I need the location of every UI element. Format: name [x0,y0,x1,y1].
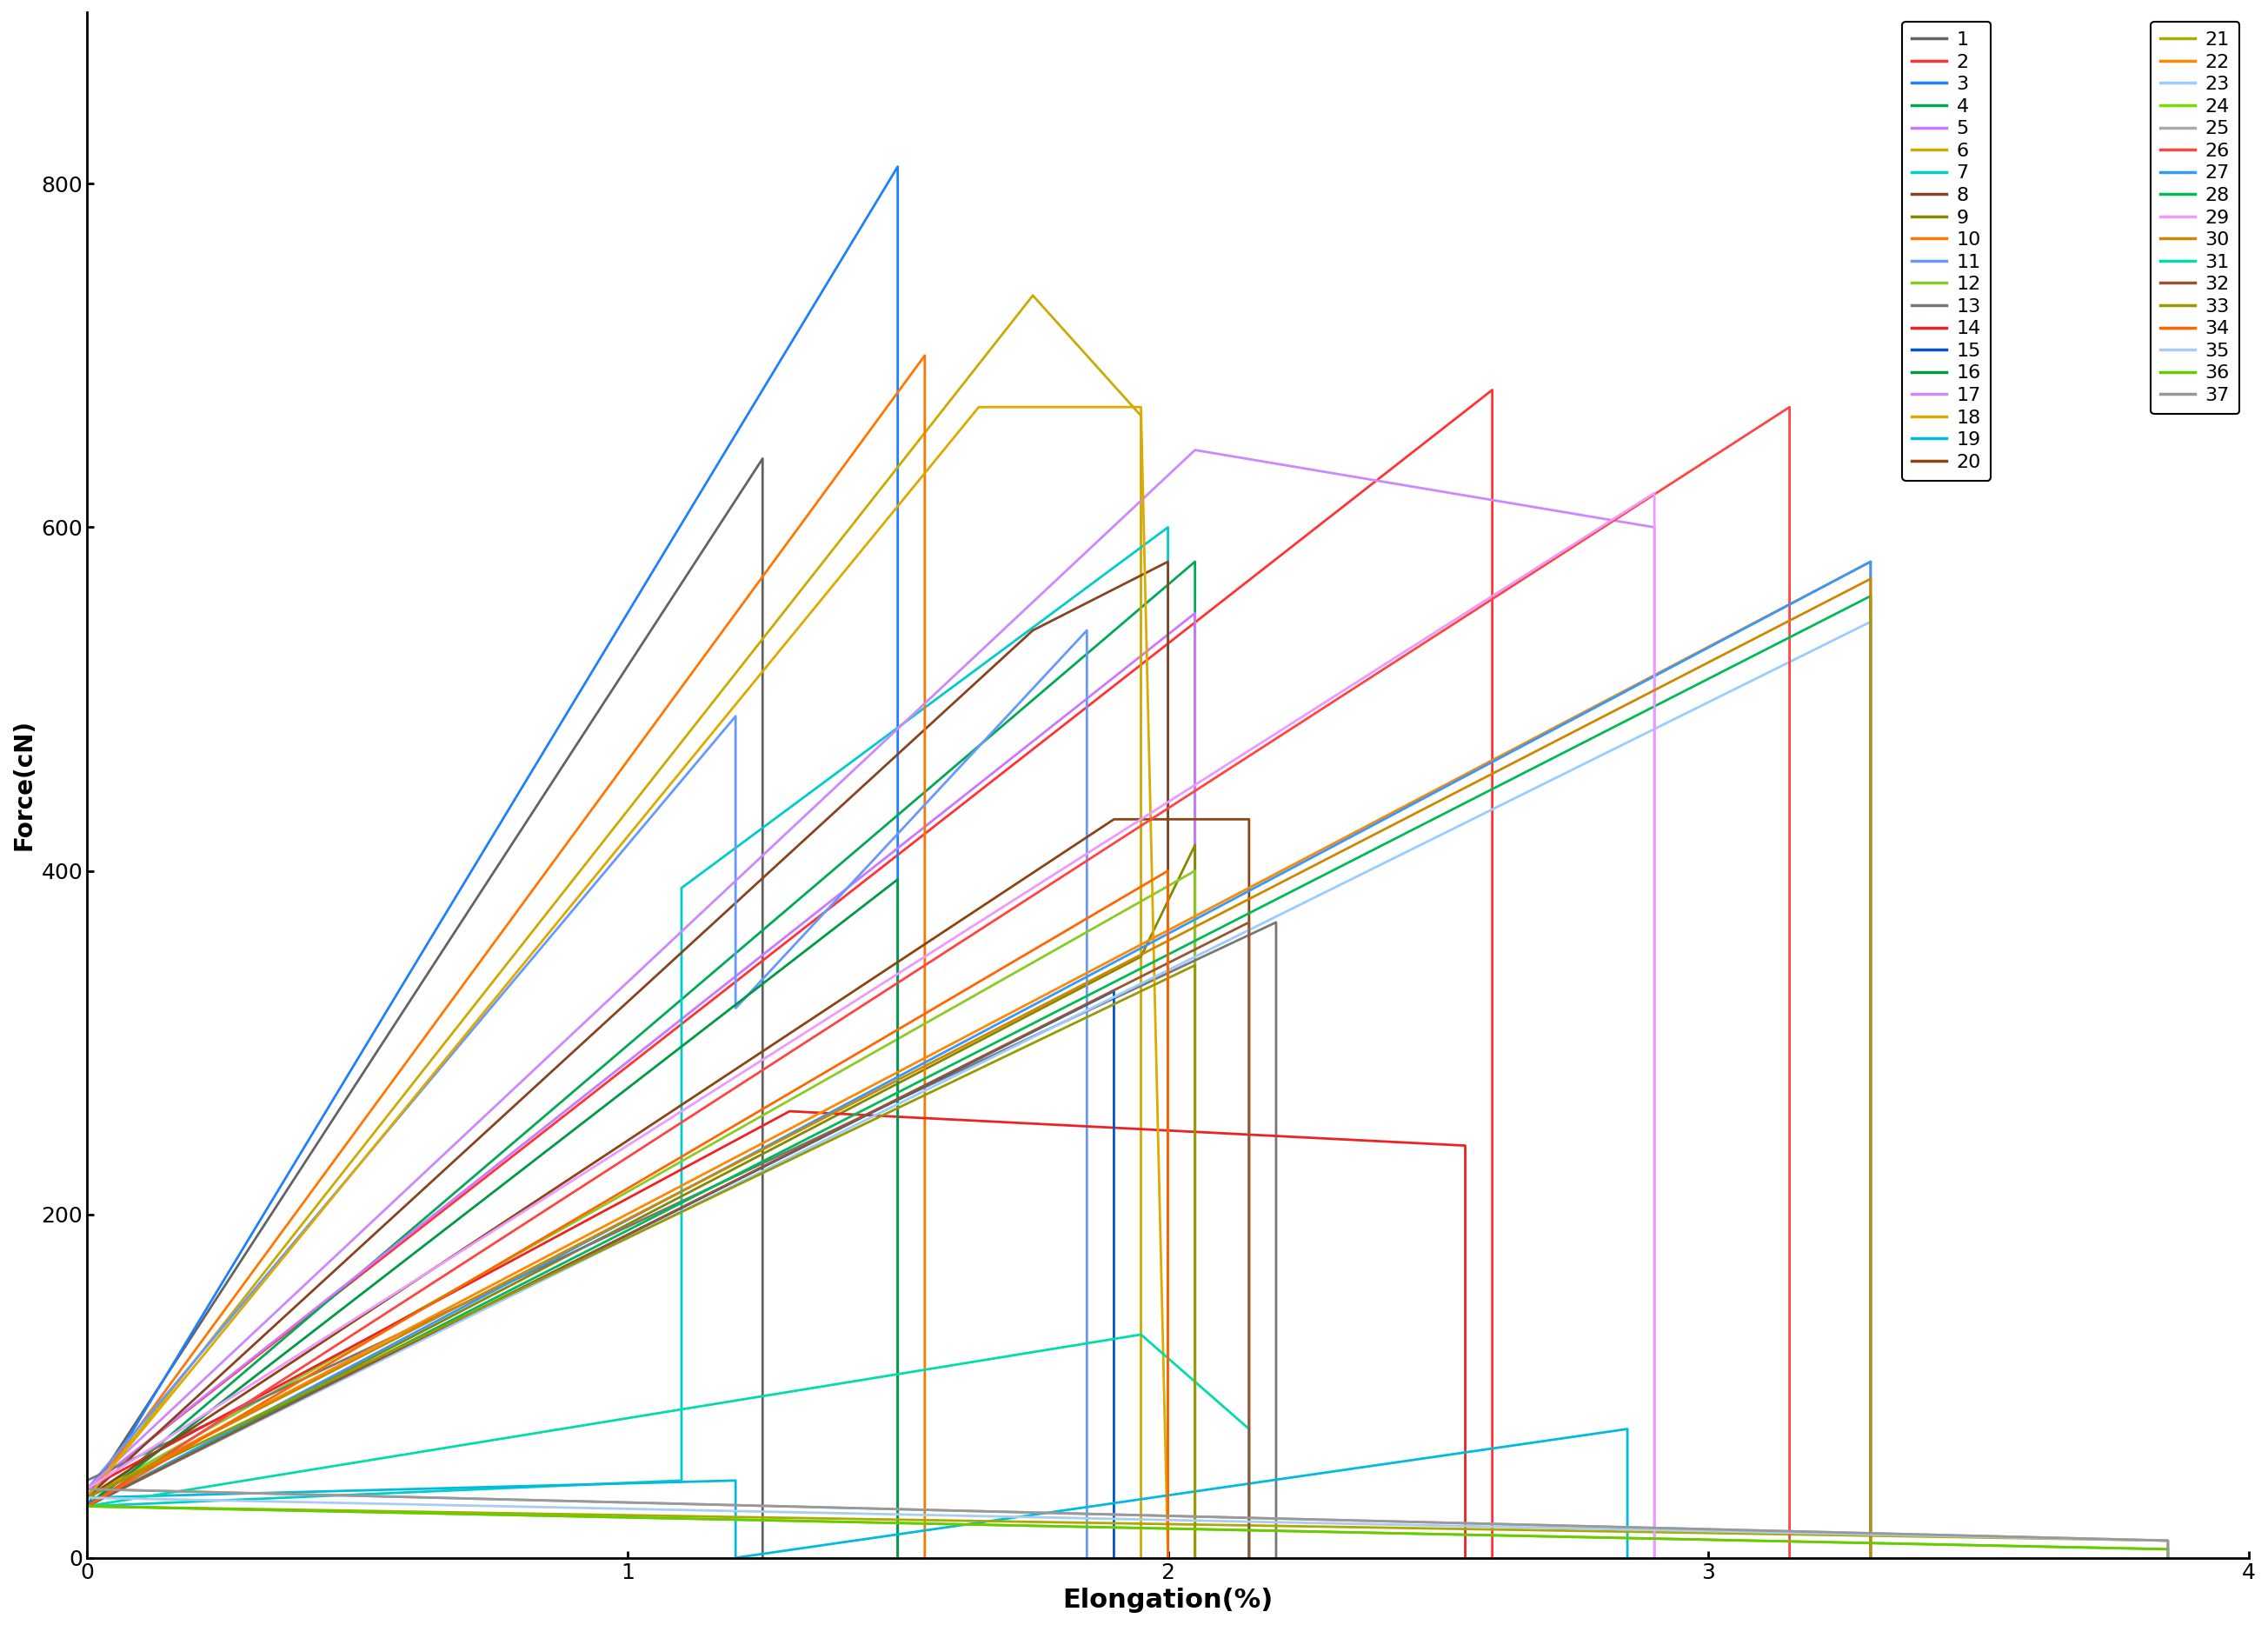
X-axis label: Elongation(%): Elongation(%) [1064,1588,1272,1614]
Legend: 21, 22, 23, 24, 25, 26, 27, 28, 29, 30, 31, 32, 33, 34, 35, 36, 37: 21, 22, 23, 24, 25, 26, 27, 28, 29, 30, … [2150,21,2239,414]
Y-axis label: Force(cN): Force(cN) [11,720,36,850]
